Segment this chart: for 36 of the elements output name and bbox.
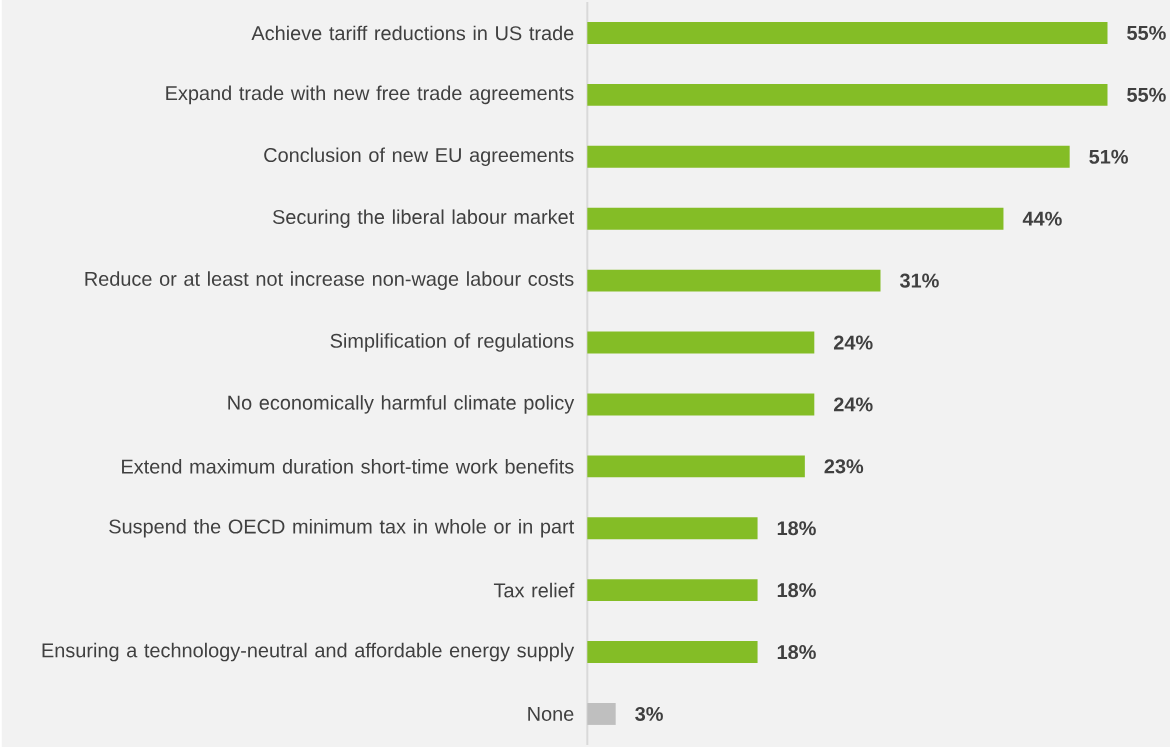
data-label: 18% [777, 583, 816, 598]
data-label: 55% [1127, 25, 1166, 40]
bar [587, 207, 1004, 230]
bar [587, 393, 815, 416]
y-tick-label: No economically harmful climate policy [228, 395, 575, 414]
y-tick-label: Extend maximum duration short-time work benefits [122, 459, 574, 474]
data-label: 24% [833, 335, 873, 350]
data-label: 51% [1089, 149, 1128, 164]
bar [587, 641, 758, 664]
y-tick-label: Tax relief [493, 582, 575, 598]
data-label: 24% [833, 397, 873, 412]
data-label: 3% [635, 706, 663, 722]
y-tick-label: Securing the liberal labour market [272, 209, 575, 228]
data-label: 31% [899, 273, 939, 288]
y-tick-label: None [528, 707, 574, 721]
bar [587, 22, 1108, 44]
y-tick-label: Reduce or at least not increase non-wage labour costs [85, 271, 574, 290]
bar [587, 269, 881, 292]
y-tick-label: Conclusion of new EU agreements [264, 147, 574, 167]
data-label: 23% [824, 459, 864, 474]
bar [587, 517, 758, 540]
y-tick-label: Suspend the OECD minimum tax in whole or in part [109, 519, 575, 538]
data-label: 55% [1127, 87, 1166, 102]
bar [587, 331, 815, 354]
data-label: 18% [777, 645, 816, 660]
bar [587, 703, 616, 725]
y-tick-label: Simplification of regulations [330, 333, 574, 352]
y-tick-label: Ensuring a technology-neutral and affordable energy supply [42, 642, 575, 662]
data-label: 18% [777, 521, 816, 536]
y-tick-label: Achieve tariff reductions in US trade [251, 25, 574, 41]
bar [587, 579, 758, 602]
bar [587, 455, 805, 478]
bar [587, 145, 1070, 168]
bar [587, 83, 1108, 106]
data-label: 44% [1022, 211, 1062, 226]
y-tick-label: Expand trade with new free trade agreements [166, 85, 574, 105]
